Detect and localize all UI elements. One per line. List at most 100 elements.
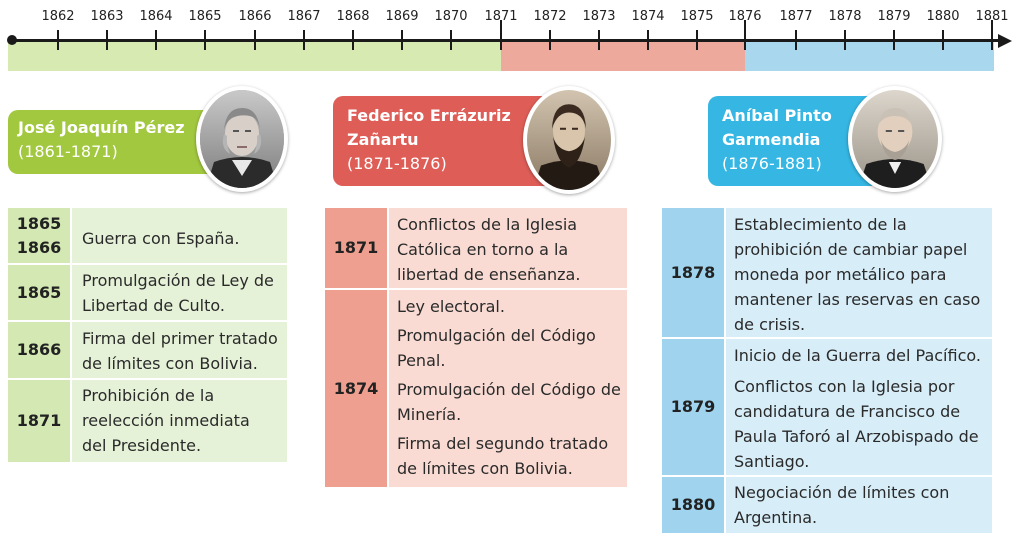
tick-label: 1869 <box>385 9 419 24</box>
tick-1874 <box>647 30 649 50</box>
year-label: 1871 <box>16 411 62 430</box>
year-label: 1871 <box>333 238 379 257</box>
table-row: 1865 1866 Guerra con España. <box>8 208 287 263</box>
president-name: José Joaquín Pérez <box>18 118 185 137</box>
event-text: Negociación de límites con Argentina. <box>734 483 950 527</box>
event-text: Promulgación del Código de Minería. <box>397 380 621 424</box>
row-events: Conflictos de la Iglesia Católica en tor… <box>389 208 627 288</box>
tick-1871 <box>500 20 502 50</box>
tick-1873 <box>598 30 600 50</box>
row-year: 1874 <box>325 290 387 487</box>
events-table-errazuriz: 1871 Conflictos de la Iglesia Católica e… <box>325 208 627 487</box>
tick-label: 1866 <box>238 9 272 24</box>
tick-label: 1873 <box>582 9 616 24</box>
event-text: Guerra con España. <box>82 229 240 248</box>
row-year: 1865 <box>8 265 70 320</box>
president-name: Federico Errázuriz Zañartu <box>347 106 511 149</box>
president-name: Aníbal Pinto Garmendia <box>722 106 832 149</box>
tick-1878 <box>844 30 846 50</box>
timeline-start-dot <box>7 35 17 45</box>
timeline-axis <box>10 39 1008 42</box>
year-label: 1880 <box>670 495 716 514</box>
president-term: (1861-1871) <box>18 142 118 161</box>
tick-1866 <box>254 30 256 50</box>
tick-label: 1864 <box>139 9 173 24</box>
table-row: 1865 Promulgación de Ley de Libertad de … <box>8 265 287 320</box>
row-events: Negociación de límites con Argentina. <box>726 477 992 533</box>
event-text: Firma del primer tratado de límites con … <box>82 329 278 373</box>
year-label: 1878 <box>670 262 716 282</box>
events-table-pinto: 1878 Establecimiento de la prohibición d… <box>662 208 992 533</box>
tick-1881 <box>991 20 993 50</box>
row-year: 1871 <box>325 208 387 288</box>
year-label: 1865 <box>16 213 62 233</box>
tick-label: 1870 <box>434 9 468 24</box>
row-year: 1866 <box>8 322 70 378</box>
event-text: Conflictos de la Iglesia Católica en tor… <box>397 215 581 284</box>
period-band-errazuriz <box>501 40 745 71</box>
table-row: 1879 Inicio de la Guerra del Pacífico. C… <box>662 339 992 475</box>
tick-1876 <box>744 20 746 50</box>
row-events: Ley electoral. Promulgación del Código P… <box>389 290 627 487</box>
row-events: Prohibición de la reelección inmediata d… <box>72 380 287 462</box>
president-term: (1876-1881) <box>722 154 822 173</box>
row-events: Establecimiento de la prohibición de cam… <box>726 208 992 337</box>
tick-label: 1868 <box>336 9 370 24</box>
tick-label: 1877 <box>779 9 813 24</box>
tick-1865 <box>204 30 206 50</box>
tick-label: 1874 <box>631 9 665 24</box>
tick-label: 1867 <box>287 9 321 24</box>
table-row: 1866 Firma del primer tratado de límites… <box>8 322 287 378</box>
row-events: Firma del primer tratado de límites con … <box>72 322 287 378</box>
portrait-pinto-icon <box>848 86 942 192</box>
table-row: 1874 Ley electoral. Promulgación del Cód… <box>325 290 627 487</box>
row-year: 1879 <box>662 339 724 475</box>
row-year: 1878 <box>662 208 724 337</box>
president-card-perez: José Joaquín Pérez (1861-1871) <box>8 110 230 174</box>
event-text: Promulgación del Código Penal. <box>397 326 596 370</box>
year-label: 1866 <box>16 340 62 359</box>
tick-1875 <box>696 30 698 50</box>
tick-1862 <box>57 30 59 50</box>
tick-1879 <box>893 30 895 50</box>
tick-1868 <box>352 30 354 50</box>
portrait-errazuriz-icon <box>523 86 615 194</box>
tick-label: 1862 <box>41 9 75 24</box>
event-text: Ley electoral. <box>397 297 505 316</box>
tick-label: 1878 <box>828 9 862 24</box>
event-text: Firma del segundo tratado de límites con… <box>397 434 609 478</box>
period-band-pinto <box>745 40 994 71</box>
tick-label: 1879 <box>877 9 911 24</box>
portrait-perez-icon <box>196 86 288 192</box>
timeline-arrow-icon <box>998 34 1012 48</box>
tick-label: 1872 <box>533 9 567 24</box>
tick-1877 <box>795 30 797 50</box>
table-row: 1880 Negociación de límites con Argentin… <box>662 477 992 533</box>
president-term: (1871-1876) <box>347 154 447 173</box>
tick-label: 1865 <box>188 9 222 24</box>
table-row: 1871 Conflictos de la Iglesia Católica e… <box>325 208 627 288</box>
year-label: 1879 <box>670 397 716 416</box>
row-events: Inicio de la Guerra del Pacífico. Confli… <box>726 339 992 475</box>
table-row: 1878 Establecimiento de la prohibición d… <box>662 208 992 337</box>
event-text: Establecimiento de la prohibición de cam… <box>734 215 981 334</box>
year-label: 1865 <box>16 282 62 302</box>
year-label: 1866 <box>16 237 62 257</box>
tick-1870 <box>450 30 452 50</box>
tick-1869 <box>401 30 403 50</box>
tick-label: 1881 <box>975 9 1009 24</box>
events-table-perez: 1865 1866 Guerra con España. 1865 Promul… <box>8 208 287 462</box>
row-events: Guerra con España. <box>72 208 287 263</box>
tick-label: 1863 <box>90 9 124 24</box>
tick-label: 1876 <box>728 9 762 24</box>
tick-1864 <box>155 30 157 50</box>
tick-1880 <box>942 30 944 50</box>
tick-label: 1871 <box>484 9 518 24</box>
tick-1867 <box>303 30 305 50</box>
table-row: 1871 Prohibición de la reelección inmedi… <box>8 380 287 462</box>
tick-1863 <box>106 30 108 50</box>
row-year: 1880 <box>662 477 724 533</box>
row-events: Promulgación de Ley de Libertad de Culto… <box>72 265 287 320</box>
row-year: 1871 <box>8 380 70 462</box>
event-text: Inicio de la Guerra del Pacífico. <box>734 346 981 365</box>
